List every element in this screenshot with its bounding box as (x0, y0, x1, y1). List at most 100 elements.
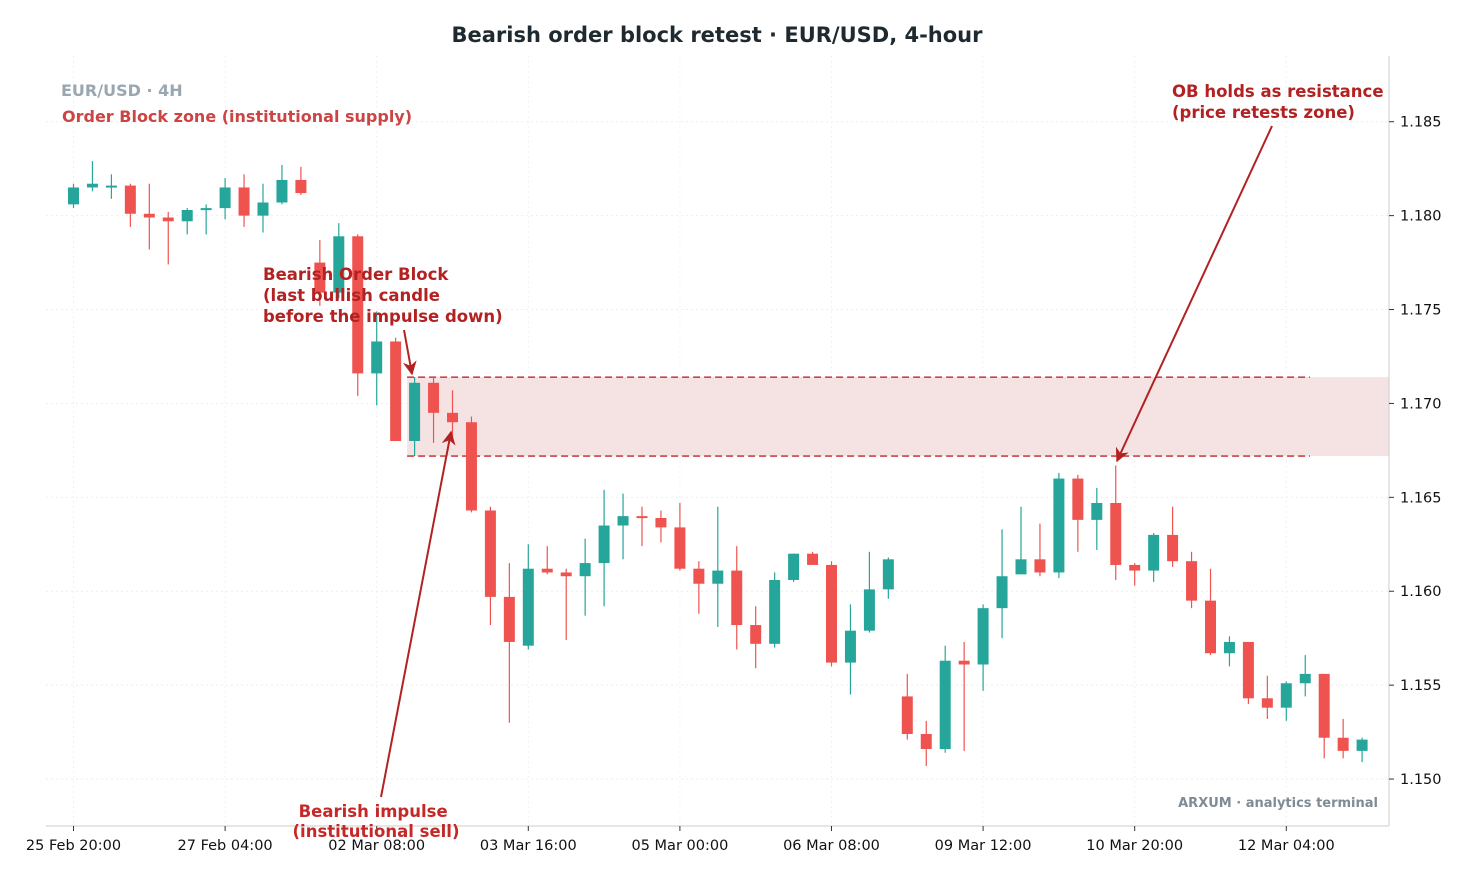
candle-25 (541, 546, 553, 575)
annotation-order-block: Bearish Order Block (last bullish candle… (263, 265, 503, 326)
candle-body-41 (844, 630, 856, 663)
candle-30 (636, 506, 648, 547)
candle-body-45 (920, 733, 932, 749)
annotation-impulse-arrow (380, 430, 456, 798)
candle-34 (712, 506, 724, 627)
x-tick-label-7: 10 Mar 20:00 (1086, 838, 1183, 854)
candle-body-24 (522, 568, 534, 646)
candle-body-22 (484, 510, 496, 597)
candle-body-57 (1148, 534, 1160, 571)
candle-body-49 (996, 576, 1008, 609)
candle-22 (484, 506, 496, 626)
x-tick-label-2: 02 Mar 08:00 (328, 838, 425, 854)
candle-3 (124, 183, 136, 227)
x-tick-label-8: 12 Mar 04:00 (1238, 838, 1335, 854)
candle-body-67 (1337, 737, 1349, 751)
candle-body-47 (958, 660, 970, 665)
candle-body-11 (276, 179, 288, 203)
candle-45 (920, 720, 932, 766)
candle-38 (788, 553, 800, 582)
candle-21 (465, 416, 477, 513)
annotation-resistance: OB holds as resistance (price retests zo… (1172, 82, 1389, 122)
candle-46 (939, 645, 951, 753)
annotation-order-block-line-1: Bearish Order Block (263, 265, 449, 284)
candle-body-6 (181, 210, 193, 222)
annotation-impulse-line-2: (institutional sell) (293, 822, 460, 841)
annotations: Bearish Order Block (last bullish candle… (263, 82, 1389, 841)
candle-54 (1091, 487, 1103, 550)
candle-body-16 (371, 341, 383, 374)
candle-body-5 (162, 217, 174, 222)
candle-10 (257, 183, 269, 233)
candle-body-34 (712, 570, 724, 584)
candle-body-64 (1280, 683, 1292, 708)
candle-57 (1148, 533, 1160, 582)
candle-body-3 (124, 185, 136, 214)
candle-67 (1337, 718, 1349, 759)
candle-37 (769, 572, 781, 648)
candle-body-65 (1299, 673, 1311, 684)
candle-4 (143, 183, 155, 250)
candle-14 (333, 223, 345, 299)
candle-63 (1261, 675, 1273, 719)
candle-body-23 (503, 596, 515, 642)
candle-1 (86, 161, 98, 192)
candle-43 (882, 557, 894, 599)
candle-body-33 (693, 568, 705, 584)
candle-2 (105, 174, 117, 199)
annotation-resistance-line-2: (price retests zone) (1172, 103, 1355, 122)
candle-body-36 (750, 625, 762, 644)
candle-body-7 (200, 208, 212, 211)
candle-64 (1280, 681, 1292, 721)
y-tick-label-2: 1.160 (1400, 584, 1442, 600)
candle-44 (901, 673, 913, 740)
candle-body-21 (465, 422, 477, 511)
axes (46, 56, 1390, 827)
annotation-order-block-arrow (402, 329, 417, 376)
candle-body-46 (939, 660, 951, 749)
candle-body-10 (257, 202, 269, 216)
y-tick-label-6: 1.180 (1400, 209, 1442, 225)
candle-body-27 (579, 563, 591, 577)
annotation-resistance-line-1: OB holds as resistance (1172, 82, 1384, 101)
candle-65 (1299, 655, 1311, 697)
candle-33 (693, 561, 705, 614)
candle-body-17 (390, 341, 402, 441)
candle-body-42 (863, 589, 875, 631)
candle-47 (958, 641, 970, 751)
candle-body-61 (1223, 641, 1235, 654)
candle-56 (1129, 563, 1141, 586)
candle-29 (617, 493, 629, 560)
candle-body-60 (1205, 600, 1216, 654)
candle-61 (1223, 636, 1235, 667)
candle-16 (371, 311, 383, 406)
candle-body-68 (1356, 739, 1368, 751)
candle-body-40 (826, 564, 837, 663)
candle-body-37 (769, 579, 781, 644)
candle-body-20 (447, 412, 458, 423)
candle-11 (276, 164, 288, 205)
x-tick-label-5: 06 Mar 08:00 (783, 838, 880, 854)
candle-body-43 (882, 559, 894, 590)
candle-5 (162, 211, 174, 265)
candle-9 (238, 174, 250, 227)
candle-40 (826, 561, 837, 667)
candle-body-53 (1072, 478, 1084, 520)
annotation-impulse: Bearish impulse (institutional sell) (293, 802, 460, 841)
candle-26 (560, 568, 572, 641)
candle-body-26 (560, 572, 572, 577)
order-block-zone-fill (407, 377, 1390, 457)
y-axis-ticks: 1.150 1.155 1.160 1.165 1.170 1.175 1.180 1.185 (1389, 115, 1442, 788)
candle-17 (390, 337, 402, 441)
candle-body-56 (1129, 564, 1141, 571)
candle-41 (844, 604, 856, 695)
annotation-order-block-line-3: before the impulse down) (263, 307, 503, 326)
candle-27 (579, 538, 591, 616)
candle-31 (655, 510, 667, 543)
candle-body-19 (428, 382, 440, 413)
x-axis-ticks: 25 Feb 20:00 27 Feb 04:00 02 Mar 08:00 03 M… (26, 826, 1335, 854)
candle-body-30 (636, 516, 648, 519)
symbol-label: EUR/USD · 4H (61, 81, 183, 100)
candle-body-4 (143, 213, 155, 218)
